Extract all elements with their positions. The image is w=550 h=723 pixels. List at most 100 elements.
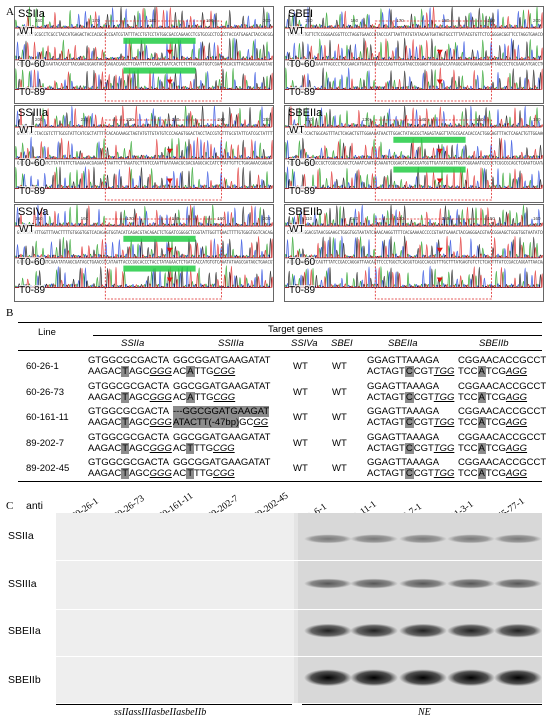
position-tick: 150 (476, 117, 484, 122)
line-id: 60-161-11 (26, 412, 69, 423)
protein-band (399, 578, 447, 589)
sequence-prefix: ATACTT(-47bp) (173, 417, 240, 428)
chromatogram-trace (15, 166, 273, 189)
wild-type-cell: WT (293, 386, 308, 398)
mutation-base: A (186, 366, 195, 377)
sequence-line-1: GGAGTTAAAGA (367, 431, 440, 443)
chromatogram-trace (15, 235, 273, 259)
protein-band (447, 534, 495, 544)
gene-title: SBEIIb (288, 206, 323, 218)
chromatogram-trace (285, 205, 539, 227)
trace-label: T0-60 (19, 158, 46, 169)
mutation-base: T (121, 442, 130, 454)
chromatogram: AGCGACCGAGAAACTACGATACACCGAGGGCTAACCAATA… (285, 205, 543, 300)
sequence-suffix: TCG (485, 391, 506, 403)
position-tick: 200 (263, 216, 271, 221)
protein-label-sbeiia: SBEIIa (8, 625, 41, 637)
position-tick: 160 (35, 18, 43, 23)
sequence-line-1: GTGGCGCGACTA (88, 457, 170, 468)
trace-label: WT (19, 224, 35, 235)
trace-label: T0-89 (19, 285, 46, 296)
sequence-line-1: GGAGTTAAAGA (367, 457, 440, 468)
mutation-arrow (436, 277, 443, 283)
trace-label: WT (289, 125, 305, 136)
protein-band (399, 623, 447, 638)
protein-band (494, 578, 542, 589)
pam-sequence: TGG (433, 391, 455, 403)
sequence-prefix: ACTAGT (367, 468, 405, 479)
chromatogram-trace (285, 266, 539, 288)
sequence-prefix: TCC (458, 442, 478, 454)
sequence-line-2: AAGACTAGCGGG (88, 391, 172, 403)
position-tick: 150 (35, 216, 43, 221)
chromatogram-trace (285, 7, 539, 29)
gene-header-sbeiia: SBEIIa (388, 338, 418, 349)
base-call-sequence: ACCTCGTGCGCCTCGCCTACCATGAGACTACCACGCACCG… (17, 32, 273, 37)
protein-band (350, 578, 398, 589)
base-call-sequence: CTACGAGGGACGTAACGGAAGCTGGGTGGTAATATCGAAC… (287, 230, 543, 235)
sequence-prefix: TCC (458, 468, 478, 479)
mutation-base: T (186, 468, 195, 479)
sequence-line-2: ACTAGTCCGTTGG (367, 417, 454, 428)
sequence-line-2: TCCATCGAGG (458, 366, 527, 377)
chromatogram: CGAGTTGCTGACAATCATTTGTTTACGTTGGGTGCCAAAA… (285, 7, 543, 102)
sequencing-panel: ACGAATTAGAAAAAACTTTGTGACTAATGATTATAATAAA… (14, 105, 274, 203)
chromatogram-trace (285, 67, 542, 90)
mutation-arrow (166, 277, 173, 283)
base-call-sequence: GACGAGGCACCATCTTATTGTTCTGAGAAACGAGAATTAA… (17, 161, 273, 166)
sequence-line-2: TCCATCGAGG (458, 442, 527, 454)
mutation-arrow (166, 178, 173, 184)
mutation-arrow (166, 49, 173, 55)
mutation-base: C (404, 468, 414, 479)
group-rule-ne (302, 704, 542, 705)
wild-type-cell: WT (332, 361, 347, 372)
sequence-suffix: AGC (129, 442, 150, 454)
sequence-line-1: GTGGCGCGACTA (88, 406, 170, 417)
wild-type-cell: WT (332, 463, 347, 474)
chromatogram: TTCTATCGTAGGGGGTCAGTGAGGAAGGGGATCAACAGTG… (15, 205, 273, 300)
sequence-suffix: CGT (413, 391, 434, 403)
chromatogram: GGTATCCTTACGACGAGGTCCAACGCGACACGTTCCAATA… (285, 106, 543, 201)
wild-type-cell: WT (293, 463, 308, 474)
protein-band (494, 534, 542, 544)
position-tick: 180 (171, 216, 180, 221)
group-rule-mutant (56, 704, 292, 705)
position-tick: 140 (419, 117, 427, 122)
trace-label: T0-60 (289, 59, 316, 70)
mutation-arrow (166, 148, 173, 154)
sequence-line-2: ACTAGTCCGTTGG (367, 366, 454, 377)
position-tick: 200 (533, 18, 541, 23)
mutation-highlight (393, 166, 466, 173)
mutation-base: C (404, 391, 414, 403)
sequence-prefix: AAGAC (88, 366, 122, 377)
mutation-base: A (477, 468, 486, 479)
base-call-sequence: GGACTACCTACCGTCTTTGCGTATTCATCGCTATTTTCAC… (17, 131, 273, 136)
gene-title: SSIVa (18, 206, 49, 218)
sequence-line-1: CGGAACACCGCCT (458, 406, 547, 417)
chromatogram-trace (285, 137, 543, 160)
position-tick: 240 (217, 117, 225, 122)
position-tick: 160 (350, 18, 359, 23)
protein-band (350, 534, 398, 544)
position-tick: 200 (35, 117, 43, 122)
sequence-suffix: TCG (485, 417, 506, 428)
sequence-suffix: CGT (413, 366, 434, 377)
sequence-suffix: CGT (413, 468, 434, 479)
gene-title: SBEI (288, 8, 314, 20)
sequence-prefix: AAGAC (88, 468, 122, 479)
position-tick: 150 (305, 18, 313, 23)
sequence-line-2: ACATTGCGG (173, 366, 235, 377)
sequence-suffix: TTG (194, 391, 214, 403)
sequence-prefix: AC (173, 442, 187, 454)
sequence-prefix: AC (173, 366, 187, 377)
protein-label-sbeiib: SBEIIb (8, 674, 41, 686)
position-tick: 120 (305, 117, 313, 122)
chromatogram-trace (15, 137, 269, 160)
mutation-base: T (121, 391, 130, 403)
pam-sequence: CGG (213, 391, 236, 403)
chromatogram-trace (15, 38, 273, 61)
pam-sequence: CGG (213, 468, 235, 479)
protein-band (350, 669, 398, 687)
chromatogram-trace (15, 7, 272, 29)
sequence-suffix: AGC (129, 468, 150, 479)
